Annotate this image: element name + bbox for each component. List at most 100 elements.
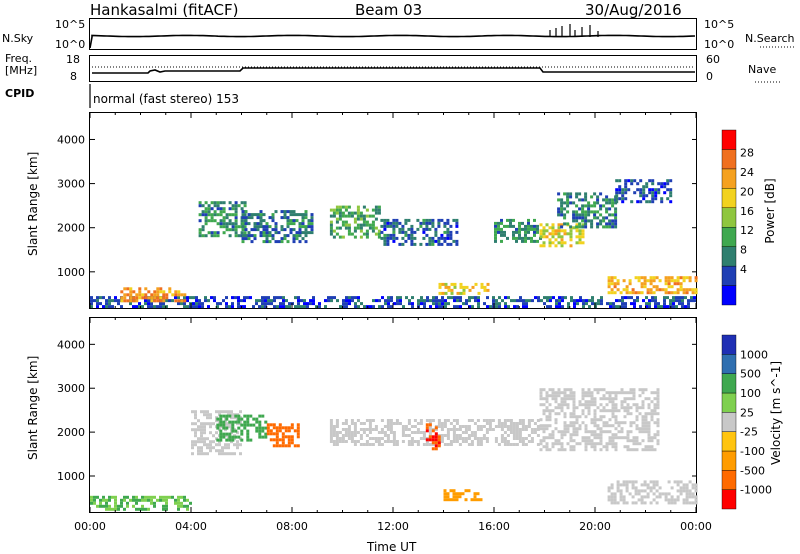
power-cell bbox=[243, 225, 247, 229]
velocity-cell bbox=[599, 388, 603, 392]
power-cell bbox=[270, 299, 273, 303]
velocity-cell bbox=[506, 419, 510, 422]
power-cell bbox=[244, 222, 248, 226]
velocity-cell bbox=[605, 430, 609, 434]
power-cell bbox=[649, 291, 653, 295]
power-cell bbox=[681, 296, 684, 300]
velocity-cell bbox=[623, 409, 627, 413]
power-cell bbox=[582, 299, 585, 303]
power-cell bbox=[444, 302, 447, 306]
power-cell bbox=[551, 229, 555, 233]
power-cell bbox=[380, 224, 384, 228]
power-cell bbox=[539, 229, 543, 233]
velocity-cell bbox=[126, 504, 129, 508]
velocity-cell bbox=[200, 449, 203, 453]
velocity-cell bbox=[177, 501, 180, 505]
velocity-cell bbox=[419, 419, 423, 422]
power-cell bbox=[90, 302, 93, 306]
power-cell bbox=[607, 285, 611, 289]
power-cell bbox=[569, 232, 573, 236]
power-cell bbox=[102, 296, 105, 300]
velocity-cell bbox=[617, 430, 621, 434]
velocity-cell bbox=[563, 397, 567, 401]
velocity-cell bbox=[266, 432, 270, 436]
power-cell bbox=[602, 225, 606, 229]
power-cell bbox=[96, 296, 99, 300]
power-cell bbox=[581, 232, 585, 236]
velocity-cell bbox=[123, 507, 126, 511]
power-cell bbox=[480, 285, 484, 289]
power-cell bbox=[648, 299, 651, 303]
power-cell bbox=[207, 207, 211, 211]
power-cell bbox=[356, 211, 360, 215]
velocity-cell bbox=[209, 440, 212, 444]
velocity-cell bbox=[629, 412, 633, 416]
velocity-cell bbox=[392, 431, 396, 434]
velocity-cell bbox=[228, 432, 232, 436]
power-cell bbox=[255, 299, 258, 303]
velocity-cell bbox=[569, 445, 573, 449]
power-cell bbox=[234, 231, 238, 235]
velocity-cell bbox=[437, 419, 441, 422]
power-cell bbox=[174, 296, 177, 300]
velocity-cell bbox=[255, 420, 259, 424]
velocity-cell bbox=[494, 440, 498, 443]
velocity-cell bbox=[694, 498, 698, 502]
power-cell bbox=[335, 211, 339, 215]
velocity-cell bbox=[614, 418, 618, 422]
velocity-cell bbox=[371, 419, 375, 422]
power-cell bbox=[622, 279, 626, 283]
velocity-cell bbox=[641, 415, 645, 419]
velocity-cell bbox=[258, 429, 262, 433]
velocity-cell bbox=[644, 430, 648, 434]
power-cell bbox=[422, 218, 426, 222]
power-cell bbox=[354, 305, 357, 309]
power-cell bbox=[667, 282, 671, 286]
power-cell bbox=[327, 296, 330, 300]
velocity-cell bbox=[637, 498, 641, 502]
power-cell bbox=[183, 293, 187, 297]
power-cell bbox=[395, 221, 399, 225]
power-cell bbox=[204, 222, 208, 226]
velocity-cell bbox=[413, 419, 417, 422]
power-cell bbox=[655, 288, 659, 292]
velocity-cell bbox=[218, 440, 221, 444]
power-cell bbox=[459, 282, 463, 286]
power-cell bbox=[303, 305, 306, 309]
power-cell bbox=[590, 222, 594, 226]
power-cell bbox=[357, 299, 360, 303]
power-cell bbox=[539, 232, 543, 236]
power-cell bbox=[578, 229, 582, 233]
power-cell bbox=[431, 236, 435, 240]
velocity-cell bbox=[584, 442, 588, 446]
velocity-cell bbox=[608, 436, 612, 440]
velocity-cell bbox=[476, 443, 480, 446]
power-cell bbox=[584, 192, 588, 196]
velocity-cell bbox=[608, 400, 612, 404]
power-cell bbox=[669, 179, 673, 183]
power-cell bbox=[440, 236, 444, 240]
velocity-cell bbox=[554, 439, 558, 443]
power-cell bbox=[624, 179, 628, 183]
power-cell bbox=[590, 204, 594, 208]
power-cell bbox=[335, 226, 339, 230]
velocity-colorbar-segment bbox=[721, 373, 737, 394]
power-cell bbox=[138, 290, 142, 294]
power-cell bbox=[684, 305, 687, 309]
power-cell bbox=[548, 244, 552, 248]
velocity-cell bbox=[518, 440, 522, 443]
velocity-cell bbox=[626, 430, 630, 434]
velocity-cell bbox=[284, 426, 288, 430]
power-cell bbox=[591, 299, 594, 303]
power-cell bbox=[613, 282, 617, 286]
power-cell bbox=[459, 285, 463, 289]
velocity-cell bbox=[147, 498, 150, 502]
velocity-cell bbox=[296, 444, 300, 448]
velocity-cell bbox=[212, 434, 215, 438]
velocity-cell bbox=[673, 480, 677, 484]
velocity-cell bbox=[545, 418, 549, 422]
velocity-cell bbox=[105, 507, 108, 511]
velocity-cell bbox=[392, 440, 396, 443]
power-cell bbox=[377, 232, 381, 236]
power-cell bbox=[353, 220, 357, 224]
